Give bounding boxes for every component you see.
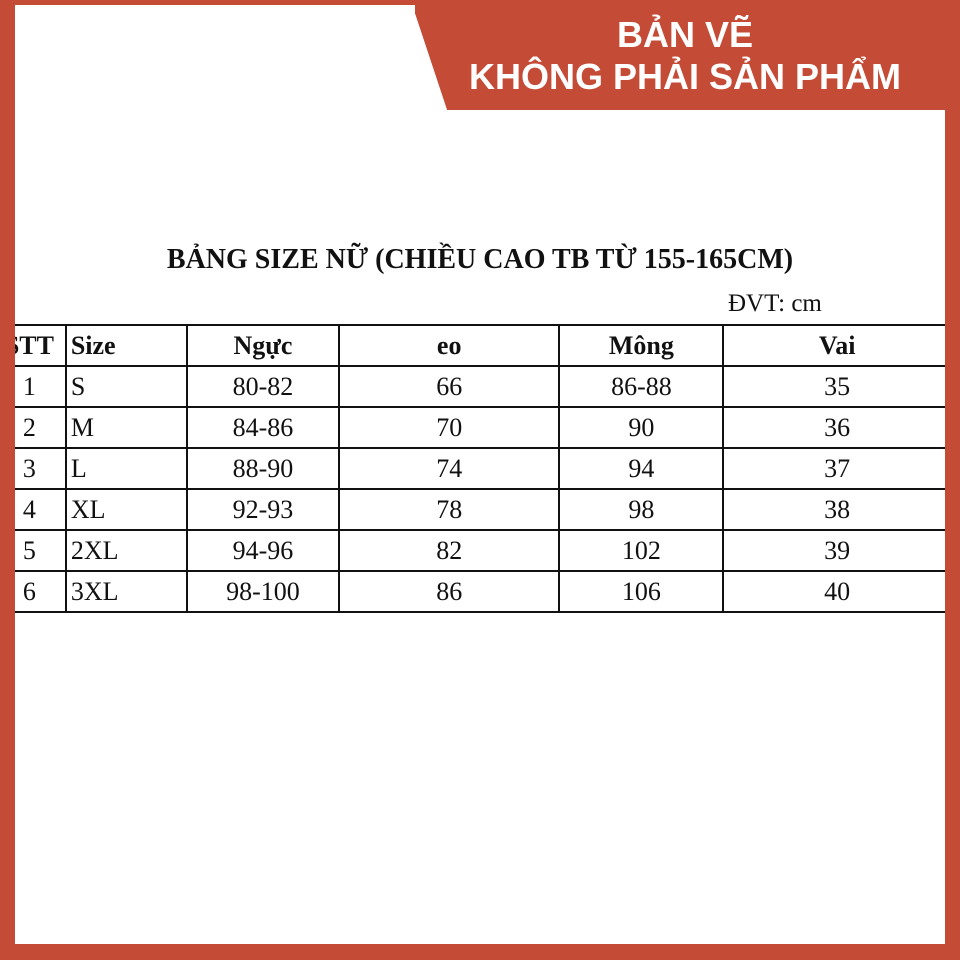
cell-eo: 70 [337,406,561,449]
cell-mong: 98 [558,488,725,531]
cell-vai: 40 [722,570,952,613]
cell-size: M [64,406,188,449]
banner-line-2: KHÔNG PHẢI SẢN PHẨM [468,56,902,97]
table-row: 3 L 88-90 74 94 37 [0,447,952,490]
cell-size: L [64,447,188,490]
cell-nguc: 98-100 [185,570,340,613]
frame-right [945,0,960,960]
header-mong: Mông [558,324,725,367]
cell-nguc: 84-86 [185,406,340,449]
warning-banner [415,0,950,110]
cell-mong: 86-88 [558,365,725,408]
table-row: 1 S 80-82 66 86-88 35 [0,365,952,408]
unit-label: ĐVT: cm [728,290,822,317]
cell-vai: 38 [722,488,952,531]
header-nguc: Ngực [185,324,340,367]
cell-mong: 94 [558,447,725,490]
table-row: 4 XL 92-93 78 98 38 [0,488,952,531]
cell-mong: 106 [558,570,725,613]
cell-vai: 39 [722,529,952,572]
cell-mong: 102 [558,529,725,572]
table-row: 6 3XL 98-100 86 106 40 [0,570,952,613]
frame-left [0,0,15,960]
table-row: 2 M 84-86 70 90 36 [0,406,952,449]
cell-vai: 36 [722,406,952,449]
cell-eo: 74 [337,447,561,490]
frame-bottom [0,944,960,960]
cell-eo: 78 [337,488,561,531]
cell-eo: 86 [337,570,561,613]
cell-size: 2XL [64,529,188,572]
table-row: 5 2XL 94-96 82 102 39 [0,529,952,572]
banner-text: BẢN VẼ KHÔNG PHẢI SẢN PHẨM [430,14,940,98]
banner-strip [415,0,960,14]
table-title: BẢNG SIZE NỮ (CHIỀU CAO TB TỪ 155-165CM) [166,244,794,275]
cell-nguc: 92-93 [185,488,340,531]
cell-nguc: 80-82 [185,365,340,408]
cell-eo: 66 [337,365,561,408]
cell-eo: 82 [337,529,561,572]
cell-nguc: 94-96 [185,529,340,572]
header-vai: Vai [722,324,952,367]
cell-size: S [64,365,188,408]
cell-size: XL [64,488,188,531]
size-table: STT Size Ngực eo Mông Vai 1 S 80-82 66 86-88… [0,324,952,613]
cell-vai: 37 [722,447,952,490]
header-eo: eo [337,324,561,367]
table-header-row: STT Size Ngực eo Mông Vai [0,324,952,367]
header-size: Size [64,324,188,367]
cell-size: 3XL [64,570,188,613]
banner-line-1: BẢN VẼ [616,14,754,55]
cell-mong: 90 [558,406,725,449]
cell-vai: 35 [722,365,952,408]
cell-nguc: 88-90 [185,447,340,490]
